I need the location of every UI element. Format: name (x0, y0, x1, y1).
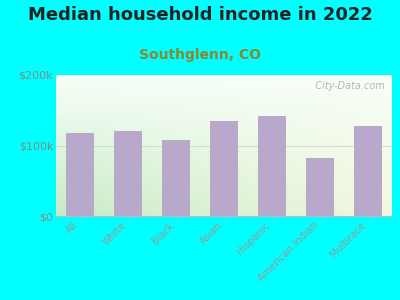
Bar (210, 121, 238, 216)
Bar (306, 158, 334, 216)
Text: City-Data.com: City-Data.com (310, 81, 385, 91)
Text: Median household income in 2022: Median household income in 2022 (28, 6, 372, 24)
Bar (354, 126, 382, 216)
Bar (114, 131, 142, 216)
Bar (66, 133, 94, 216)
Bar (258, 116, 286, 216)
Bar (162, 140, 190, 216)
Text: Southglenn, CO: Southglenn, CO (139, 48, 261, 62)
